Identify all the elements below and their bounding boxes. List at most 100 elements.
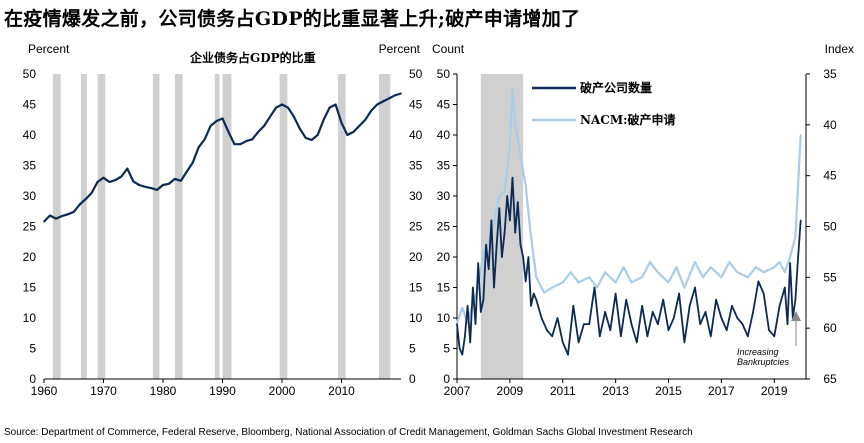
y-axis-label-left: Percent [28, 42, 70, 56]
x-tick-label: 2010 [328, 384, 355, 398]
data-point-corporate-debt [156, 189, 158, 191]
data-point-nacm [551, 286, 554, 289]
x-tick-label: 2017 [708, 384, 735, 398]
x-tick-label: 1970 [90, 384, 117, 398]
recession-band [337, 74, 346, 379]
data-point-bankruptcies [704, 311, 707, 313]
y-tick-label-right: 55 [823, 270, 837, 284]
data-point-bankruptcies [641, 305, 643, 307]
data-point-corporate-debt [275, 106, 277, 109]
data-point-bankruptcies [620, 335, 622, 338]
data-point-corporate-debt [174, 178, 176, 180]
data-point-nacm [649, 261, 651, 263]
y-axis-label-right: Index [825, 42, 854, 56]
data-point-bankruptcies [768, 329, 770, 332]
data-point-bankruptcies [609, 329, 612, 332]
data-point-bankruptcies [725, 329, 728, 332]
y-tick-label-left: 30 [437, 189, 451, 203]
data-point-bankruptcies [747, 335, 749, 338]
y-tick-label-left: 10 [437, 311, 451, 325]
data-point-nacm [604, 271, 606, 274]
data-point-bankruptcies [522, 256, 524, 258]
recession-band [222, 74, 232, 379]
data-point-corporate-debt [215, 120, 218, 122]
data-point-nacm [461, 306, 464, 309]
data-point-bankruptcies [762, 292, 765, 295]
data-point-corporate-debt [310, 138, 313, 141]
data-point-nacm [493, 220, 495, 223]
data-point-corporate-debt [257, 131, 260, 133]
annotation-text-line1: Increasing [737, 347, 779, 357]
data-point-nacm [667, 281, 670, 284]
y-tick-label-left: 5 [29, 342, 36, 356]
data-point-corporate-debt [239, 143, 242, 146]
data-point-nacm [783, 271, 786, 274]
data-point-nacm [701, 276, 704, 279]
y-tick-label-left: 40 [437, 128, 451, 142]
data-point-bankruptcies [710, 335, 712, 338]
data-point-nacm [657, 271, 659, 274]
data-point-nacm [487, 240, 490, 243]
data-point-corporate-debt [328, 106, 331, 109]
data-point-corporate-debt [49, 214, 51, 217]
y-tick-label-left: 10 [23, 311, 37, 325]
data-point-nacm [720, 276, 723, 279]
data-point-corporate-debt [185, 170, 188, 173]
data-point-corporate-debt [340, 121, 343, 124]
data-point-nacm [728, 261, 731, 263]
data-point-bankruptcies [514, 231, 516, 234]
data-point-corporate-debt [90, 192, 93, 194]
data-point-bankruptcies [456, 323, 458, 325]
data-point-bankruptcies [503, 231, 506, 234]
data-point-corporate-debt [298, 128, 301, 130]
data-point-nacm [524, 184, 527, 187]
x-tick-label: 1980 [150, 384, 177, 398]
data-point-bankruptcies [678, 292, 680, 295]
data-point-nacm [530, 235, 532, 238]
data-point-bankruptcies [773, 335, 776, 338]
left-chart-panel: 0 0 5 5 10 10 15 15 20 20 25 25 30 30 35 35 40 40 45 45 50 50… [0, 40, 430, 420]
y-tick-label-left: 20 [23, 250, 37, 264]
data-point-bankruptcies [694, 286, 696, 289]
data-point-corporate-debt [66, 213, 69, 216]
data-point-nacm [754, 266, 757, 269]
data-point-bankruptcies [567, 353, 569, 356]
data-point-corporate-debt [162, 184, 164, 186]
data-point-nacm [799, 134, 802, 136]
data-point-bankruptcies [630, 323, 633, 325]
data-point-corporate-debt [394, 94, 396, 97]
y-tick-label-right: 65 [823, 372, 837, 386]
data-point-bankruptcies [530, 305, 532, 307]
x-tick-label: 2013 [602, 384, 629, 398]
x-tick-label: 2007 [444, 384, 471, 398]
data-point-nacm [773, 266, 776, 269]
data-point-nacm [535, 276, 538, 279]
data-point-bankruptcies [635, 341, 638, 344]
data-point-nacm [561, 281, 564, 284]
data-point-bankruptcies [524, 280, 527, 283]
data-point-nacm [543, 291, 546, 294]
data-point-nacm [482, 251, 485, 253]
recession-band [152, 74, 160, 379]
data-point-nacm [614, 281, 617, 284]
data-point-corporate-debt [191, 161, 194, 164]
data-point-bankruptcies [466, 305, 469, 307]
data-point-bankruptcies [752, 311, 754, 313]
y-tick-label-left: 45 [437, 98, 451, 112]
y-tick-label-left: 45 [23, 98, 37, 112]
y-tick-label-left: 15 [437, 281, 451, 295]
data-point-corporate-debt [102, 176, 105, 179]
data-point-nacm [588, 276, 591, 279]
y-tick-label-right: 45 [823, 169, 837, 183]
data-point-bankruptcies [464, 335, 466, 338]
data-point-corporate-debt [263, 124, 266, 127]
data-point-bankruptcies [482, 298, 485, 301]
series-line-bankruptcies [456, 176, 802, 356]
data-point-nacm [762, 271, 765, 274]
page-title: 在疫情爆发之前，公司债务占GDP的比重显著上升;破产申请增加了 [4, 8, 581, 30]
data-point-nacm [794, 235, 797, 238]
data-point-corporate-debt [209, 124, 212, 127]
y-tick-label-left: 35 [437, 159, 451, 173]
data-point-bankruptcies [490, 219, 493, 222]
data-point-nacm [630, 281, 633, 284]
